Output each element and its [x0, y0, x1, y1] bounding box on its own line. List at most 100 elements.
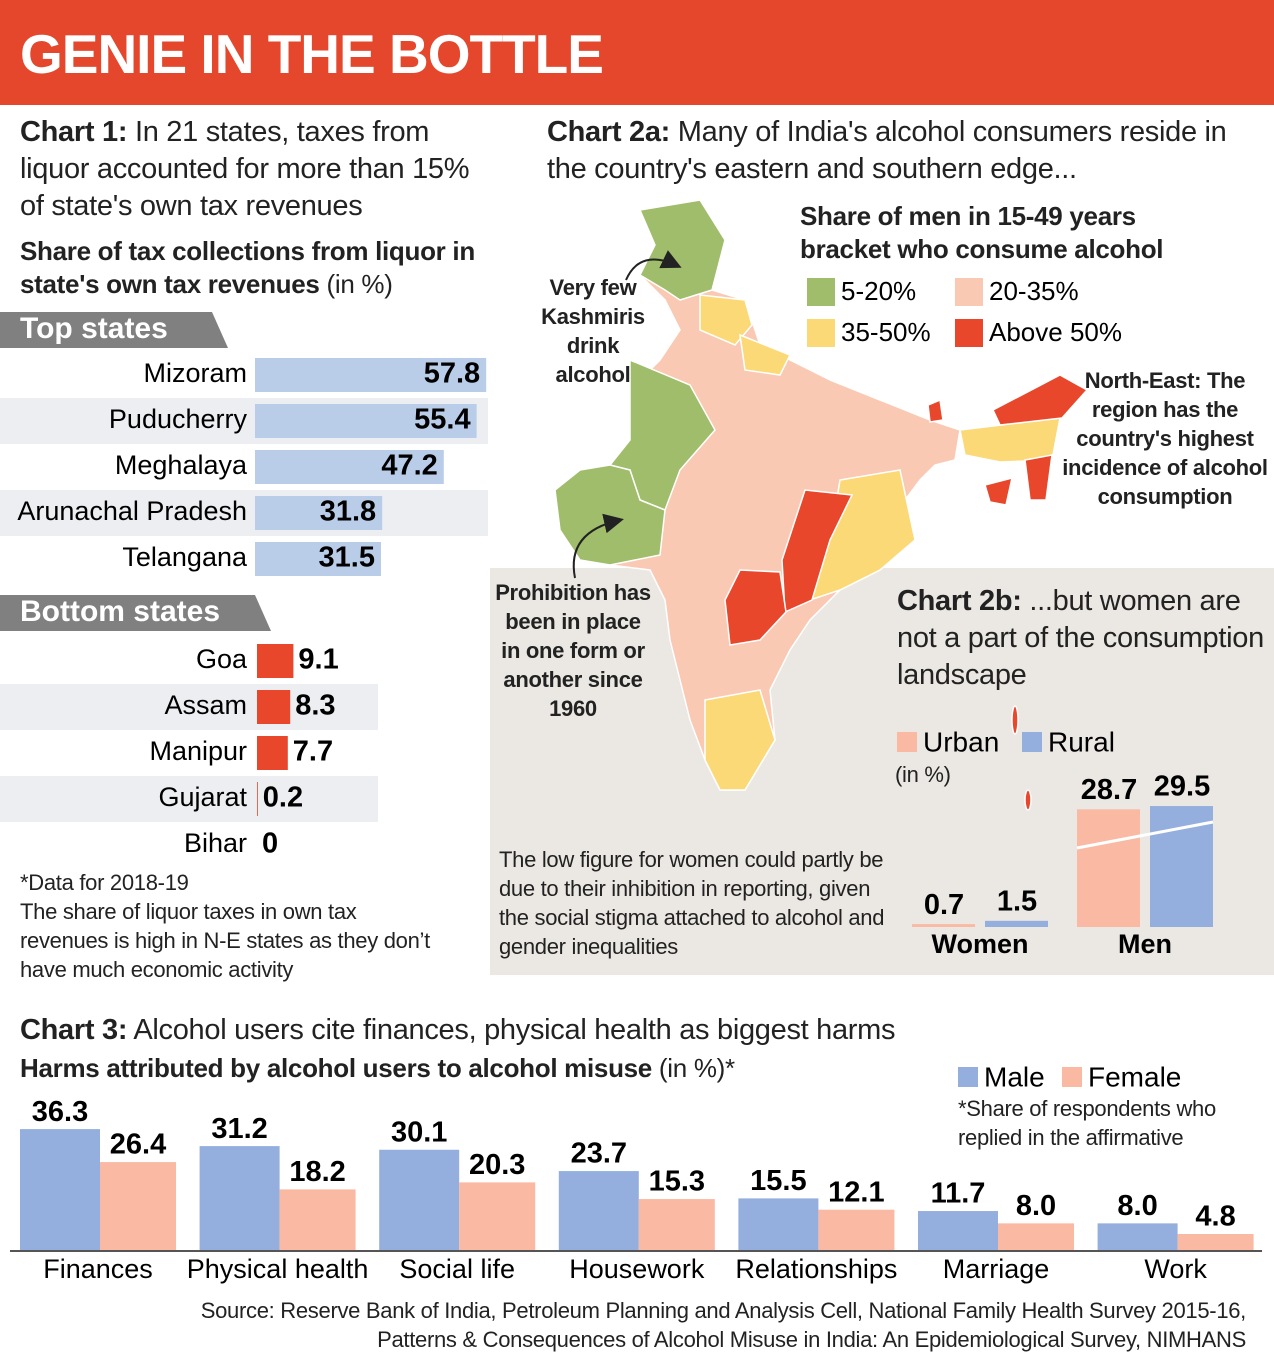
category-label: Men — [1118, 929, 1172, 959]
value-label: 15.5 — [750, 1165, 806, 1197]
bar — [257, 736, 288, 770]
chart-label: Chart 1: — [20, 116, 128, 148]
bar — [379, 1149, 460, 1250]
value-label: 0 — [262, 828, 278, 860]
value-label: 18.2 — [289, 1156, 345, 1188]
chart-subtitle: Harms attributed by alcohol users to alc… — [20, 1052, 920, 1085]
chart-heading: Chart 2b: ...but women are not a part of… — [897, 583, 1267, 694]
bar — [459, 1182, 536, 1250]
map-region — [724, 569, 787, 646]
legend-label: Above 50% — [989, 317, 1122, 347]
map-region — [1024, 454, 1053, 501]
unit: (in %) — [895, 762, 951, 787]
note: *Share of respondents who replied in the… — [958, 1096, 1216, 1150]
bar — [738, 1198, 819, 1250]
legend-label: 20-35% — [989, 276, 1079, 306]
row-band — [0, 490, 488, 536]
bar — [255, 542, 381, 576]
value-label: 31.5 — [319, 542, 375, 574]
value-label: 31.8 — [320, 496, 376, 528]
row-band — [0, 776, 378, 822]
category-label: Marriage — [943, 1254, 1050, 1284]
category-label: Women — [931, 929, 1028, 959]
chart-heading: Chart 1: In 21 states, taxes from liquor… — [20, 114, 490, 225]
value-label: 11.7 — [931, 1178, 986, 1210]
category-label: Telangana — [122, 542, 248, 572]
category-label: Housework — [569, 1254, 705, 1284]
chart-heading: Chart 3: Alcohol users cite finances, ph… — [20, 1012, 1260, 1049]
source-line: Patterns & Consequences of Alcohol Misus… — [377, 1327, 1246, 1352]
bar — [257, 644, 294, 678]
map-region — [1024, 789, 1032, 811]
value-label: 29.5 — [1154, 771, 1210, 803]
bar — [20, 1129, 100, 1250]
legend-swatch — [958, 1067, 978, 1087]
value-label: 0.7 — [924, 889, 964, 921]
category-label: Mizoram — [143, 358, 247, 388]
value-label: 4.8 — [1195, 1201, 1235, 1233]
legend-swatch — [955, 278, 983, 306]
note: The share of liquor taxes in own tax rev… — [20, 899, 430, 982]
category-label: Relationships — [735, 1254, 897, 1284]
map-region — [638, 199, 726, 301]
bar — [255, 450, 444, 484]
bar — [985, 920, 1048, 927]
value-label: 36.3 — [32, 1096, 88, 1128]
value-label: 55.4 — [414, 404, 470, 436]
chart-heading: Chart 2a: Many of India's alcohol consum… — [547, 114, 1272, 188]
value-label: 47.2 — [381, 450, 437, 482]
chart-title: In 21 states, taxes from liquor accounte… — [20, 116, 470, 222]
bar — [1150, 806, 1213, 927]
row-band — [0, 684, 378, 730]
value-label: 23.7 — [571, 1138, 627, 1170]
legend-title: Share of men in 15-49 years bracket who … — [800, 201, 1164, 264]
legend-label: 35-50% — [841, 317, 931, 347]
value-label: 9.1 — [298, 644, 338, 676]
chart-subtitle: Share of tax collections from liquor in … — [20, 235, 495, 301]
category-label: Assam — [164, 690, 247, 720]
value-label: 15.3 — [649, 1166, 705, 1198]
panel-background — [490, 568, 1274, 975]
bar — [918, 1211, 998, 1250]
map-region — [984, 476, 1013, 506]
unit: (in %)* — [658, 1053, 735, 1083]
page-title: GENIE IN THE BOTTLE — [20, 23, 604, 85]
source-line: Source: Reserve Bank of India, Petroleum… — [200, 1298, 1247, 1323]
bar — [255, 358, 487, 392]
subtitle-text: Share of tax collections from liquor in … — [20, 236, 475, 299]
unit: (in %) — [326, 269, 393, 299]
bar — [638, 1199, 715, 1250]
map-region — [704, 689, 776, 791]
section-label: Bottom states — [20, 595, 220, 628]
annotation-arrow — [625, 250, 682, 281]
legend-swatch — [897, 732, 917, 752]
value-label: 0.2 — [263, 782, 303, 814]
legend-label: Rural — [1048, 726, 1115, 757]
value-label: 20.3 — [469, 1149, 525, 1181]
category-label: Work — [1144, 1254, 1207, 1284]
value-label: 1.5 — [997, 886, 1037, 918]
value-label: 7.7 — [293, 736, 333, 768]
category-label: Puducherry — [109, 404, 248, 434]
value-label: 57.8 — [424, 358, 480, 390]
bar — [1077, 809, 1140, 927]
category-label: Physical health — [187, 1254, 369, 1284]
value-label: 12.1 — [828, 1176, 884, 1208]
map-region — [1011, 705, 1019, 735]
category-label: Bihar — [184, 828, 247, 858]
annotation: North-East: The region has the country's… — [1062, 368, 1268, 509]
category-label: Social life — [399, 1254, 515, 1284]
legend-swatch — [807, 278, 835, 306]
section-tag — [0, 312, 228, 348]
chart-label: Chart 3: — [20, 1014, 128, 1046]
chart-label: Chart 2b: — [897, 585, 1022, 617]
value-label: 8.0 — [1117, 1190, 1157, 1222]
legend-label: Urban — [923, 726, 999, 757]
legend-swatch — [1062, 1067, 1082, 1087]
value-label: 8.3 — [295, 690, 335, 722]
value-label: 28.7 — [1081, 774, 1137, 806]
chart-title: ...but women are not a part of the consu… — [897, 585, 1264, 691]
note: The low figure for women could partly be… — [499, 847, 885, 959]
chart-label: Chart 2a: — [547, 116, 670, 148]
